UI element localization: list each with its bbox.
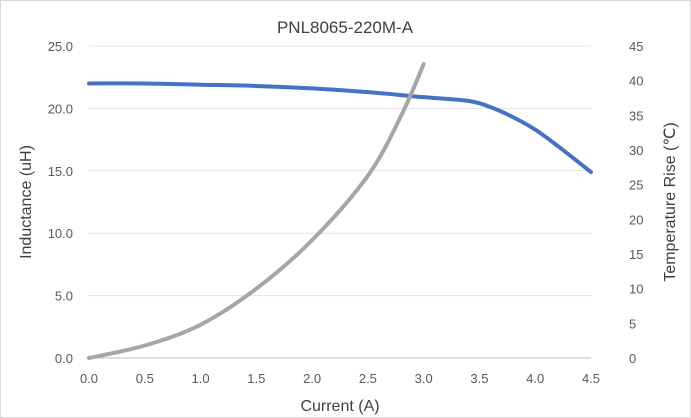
y-tick-label: 15.0 [48,164,73,179]
y2-tick-label: 20 [629,212,643,227]
x-tick-label: 4.5 [582,371,600,386]
y-tick-label: 20.0 [48,101,73,116]
x-axis-title: Current (A) [300,398,379,415]
y2-axis-title: Temperature Rise (℃) [662,122,679,281]
y-axis-title: Inductance (uH) [18,145,35,259]
x-tick-label: 1.5 [247,371,265,386]
x-tick-label: 0.0 [80,371,98,386]
x-tick-label: 0.5 [136,371,154,386]
x-tick-label: 4.0 [526,371,544,386]
y2-tick-label: 35 [629,108,643,123]
y-tick-label: 0.0 [55,351,73,366]
y2-tick-label: 10 [629,282,643,297]
x-tick-label: 1.0 [192,371,210,386]
series-layer [87,62,593,360]
tick-labels: 0.0 5.0 10.0 15.0 20.0 25.0 0 5 10 15 20 25 30 35 40 45… [48,39,644,386]
y2-tick-label: 5 [629,316,636,331]
chart-title: PNL8065-220M-A [277,18,414,37]
x-tick-label: 2.0 [303,371,321,386]
y2-tick-label: 30 [629,143,643,158]
y-tick-label: 10.0 [48,226,73,241]
y2-tick-label: 40 [629,74,643,89]
temperature-rise-line [87,62,426,360]
y2-tick-label: 0 [629,351,636,366]
y-tick-label: 25.0 [48,39,73,54]
x-tick-label: 2.5 [359,371,377,386]
x-tick-label: 3.5 [470,371,488,386]
gridlines [89,45,591,359]
y-tick-label: 5.0 [55,289,73,304]
y2-tick-label: 15 [629,247,643,262]
y2-tick-label: 25 [629,178,643,193]
inductance-line [87,81,593,175]
x-tick-label: 3.0 [415,371,433,386]
y2-tick-label: 45 [629,39,643,54]
